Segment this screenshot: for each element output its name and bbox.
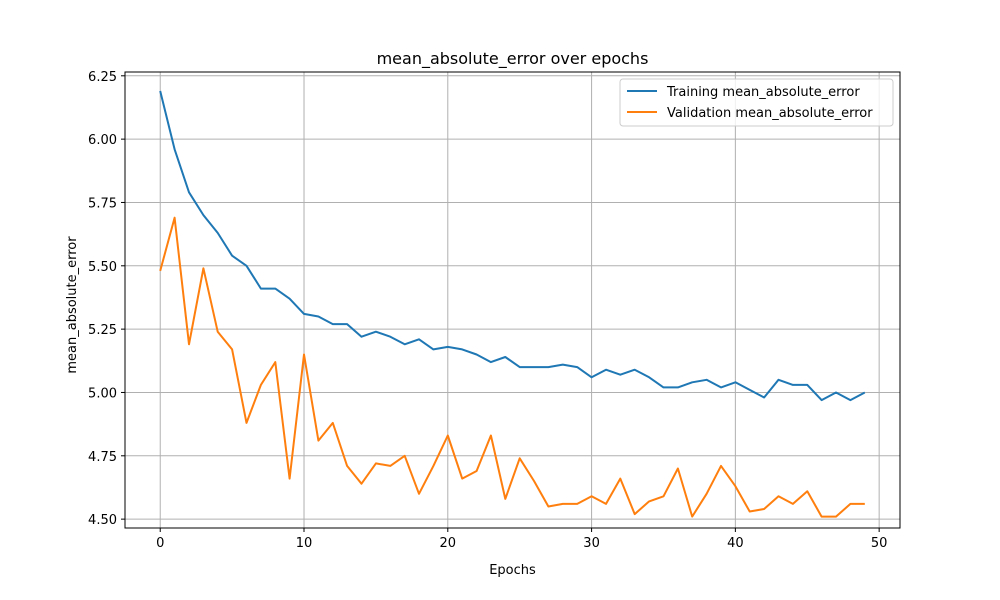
y-tick-label: 4.75 <box>88 450 117 465</box>
x-axis-label: Epochs <box>489 563 536 578</box>
y-tick-label: 5.50 <box>88 260 117 275</box>
x-tick-label: 50 <box>871 536 888 551</box>
y-tick-label: 6.25 <box>88 70 117 85</box>
y-axis-label: mean_absolute_error <box>65 236 80 374</box>
y-tick-label: 6.00 <box>88 133 117 148</box>
y-tick-label: 5.00 <box>88 386 117 401</box>
chart-title: mean_absolute_error over epochs <box>377 49 649 69</box>
y-tick-label: 5.75 <box>88 196 117 211</box>
legend-box <box>619 78 894 127</box>
legend: Training mean_absolute_error Validation … <box>619 78 894 127</box>
legend-label-training: Training mean_absolute_error <box>666 85 860 100</box>
series-layer <box>159 90 866 518</box>
x-tick-label: 30 <box>583 536 600 551</box>
y-tick-label: 5.25 <box>88 323 117 338</box>
x-tick-label: 10 <box>296 536 313 551</box>
ticks: 0 10 20 30 40 50 4.50 4.75 5.00 5.25 5.50 5.75 6.00 6… <box>88 70 887 551</box>
plot-frame <box>124 71 901 529</box>
legend-label-validation: Validation mean_absolute_error <box>667 106 873 121</box>
series-line-validation <box>159 216 865 518</box>
x-tick-label: 20 <box>440 536 457 551</box>
grid <box>125 72 900 528</box>
x-tick-label: 0 <box>156 536 164 551</box>
series-line-training <box>159 90 866 402</box>
x-tick-label: 40 <box>727 536 744 551</box>
y-tick-label: 4.50 <box>88 513 117 528</box>
